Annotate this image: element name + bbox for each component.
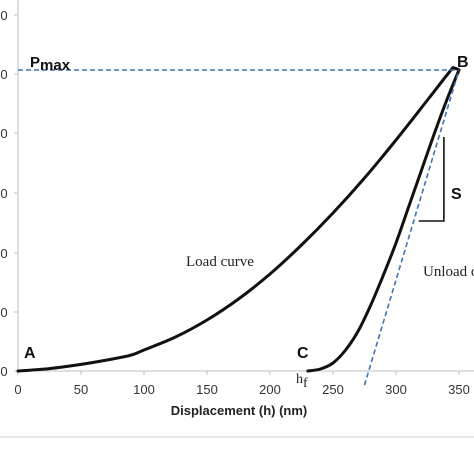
pmax-label-main: P — [30, 54, 40, 71]
load-curve-line — [16, 66, 461, 373]
x-tick-label: 50 — [74, 382, 88, 397]
x-tick-label: 150 — [196, 382, 218, 397]
y-tick-label: 0 — [0, 364, 7, 379]
x-tick-label: 0 — [14, 382, 21, 397]
reference-lines — [18, 69, 460, 386]
point-b-label: B — [457, 54, 469, 71]
y-tick-label: 0 — [0, 186, 7, 201]
y-tick-label: 0 — [0, 67, 7, 82]
hf-label-main: h — [296, 372, 303, 387]
hf-label-sub: f — [303, 376, 308, 391]
x-tick-label: 300 — [385, 382, 407, 397]
point-c-label: C — [297, 345, 309, 362]
x-tick-label: 100 — [133, 382, 155, 397]
axes — [17, 0, 474, 372]
x-axis-title: Displacement (h) (nm) — [171, 403, 308, 418]
pmax-label-sub: max — [40, 57, 71, 74]
y-tick-label: 0 — [0, 246, 7, 261]
x-ticks: 0 50 100 150 200 250 300 350 — [14, 371, 470, 397]
x-tick-label: 250 — [322, 382, 344, 397]
slope-label: S — [451, 186, 462, 203]
unload-curve-label: Unload c — [423, 264, 474, 280]
series-layer — [16, 66, 461, 373]
y-tick-label: 0 — [0, 8, 7, 23]
y-tick-label: 0 — [0, 126, 7, 141]
slope-triangle — [418, 137, 445, 222]
y-tick-label: 0 — [0, 305, 7, 320]
unload-curve-line — [306, 68, 461, 373]
hf-label: hf — [296, 372, 308, 391]
x-tick-label: 350 — [448, 382, 470, 397]
x-tick-label: 200 — [259, 382, 281, 397]
load-curve-label: Load curve — [186, 254, 254, 270]
unload-tangent-line — [363, 69, 460, 386]
y-ticks: 0 0 0 0 0 0 0 — [0, 8, 18, 379]
point-a-label: A — [24, 345, 36, 362]
pmax-label: Pmax — [30, 54, 71, 74]
